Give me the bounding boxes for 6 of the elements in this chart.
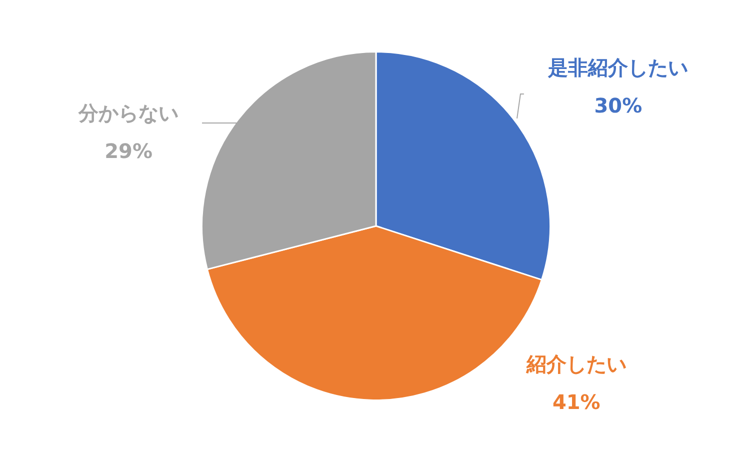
slice-label: 紹介したい: [525, 352, 626, 376]
slice-label: 分からない: [78, 100, 179, 125]
data-label: 41%: [552, 390, 600, 414]
data-label: 29%: [104, 138, 153, 163]
slice-label: 是非紹介したい: [547, 56, 688, 80]
data-label: 30%: [594, 94, 642, 118]
